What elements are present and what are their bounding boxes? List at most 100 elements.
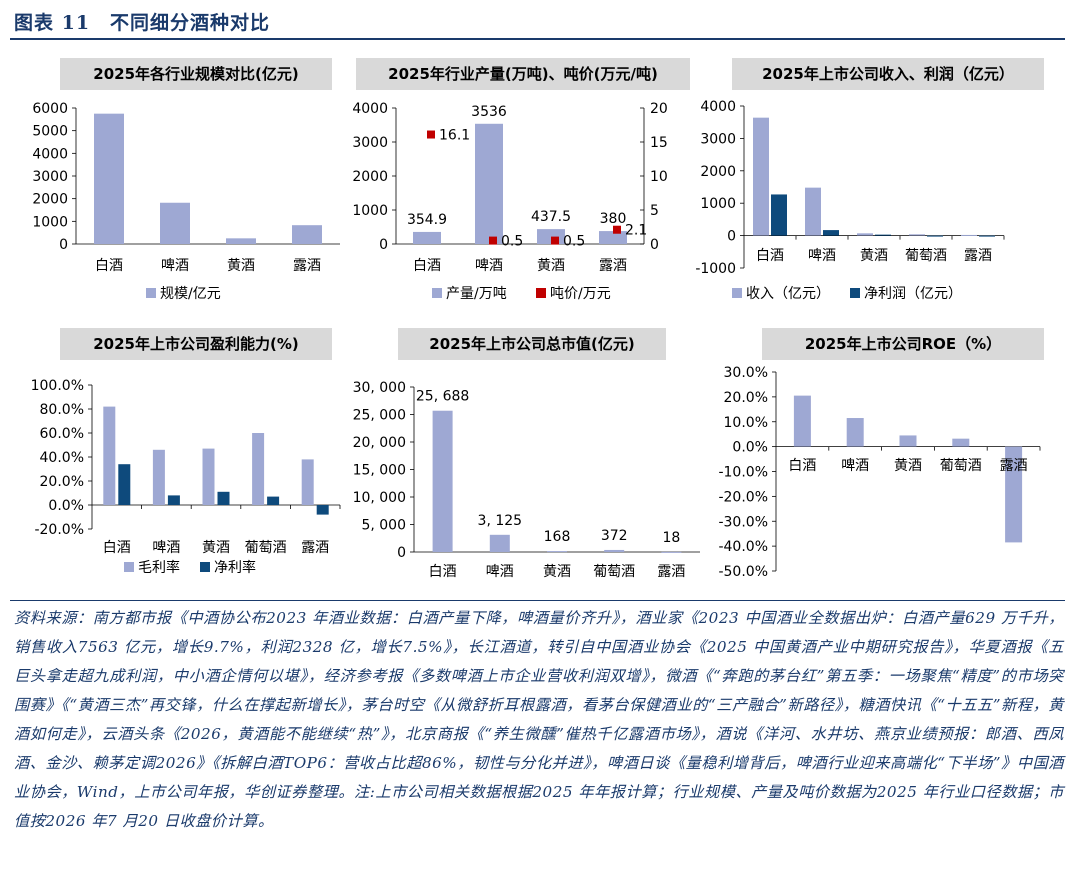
y-tick-label: 0	[397, 545, 406, 561]
bar-profit-3	[927, 235, 943, 237]
bar-roe-3	[952, 438, 970, 447]
marker-price-0	[427, 130, 435, 139]
figure-title: 图表 11 不同细分酒种对比	[14, 12, 271, 34]
bar-roe-1	[846, 418, 864, 447]
data-label-price: 0.5	[501, 234, 523, 250]
x-tick-label: 露酒	[293, 258, 321, 274]
y-tick-label: 10	[650, 169, 668, 185]
bar-net-margin-3	[267, 496, 280, 505]
x-tick-label: 白酒	[413, 258, 441, 274]
y-tick-label: 10.0%	[724, 415, 768, 431]
marker-price-2	[551, 236, 559, 245]
y-tick-label: -40.0%	[718, 539, 768, 555]
legend-swatch	[146, 288, 156, 298]
y-tick-label: 2000	[700, 164, 736, 180]
marker-price-3	[613, 225, 621, 234]
y-tick-label: 0	[379, 237, 388, 253]
y-tick-label: 0	[650, 237, 659, 253]
bar-scale-2	[226, 238, 256, 244]
x-tick-label: 白酒	[788, 458, 816, 474]
x-tick-label: 白酒	[756, 248, 784, 264]
y-tick-label: -10.0%	[718, 465, 768, 481]
x-tick-label: 葡萄酒	[905, 248, 947, 264]
y-tick-label: 3000	[700, 131, 736, 147]
x-tick-label: 露酒	[657, 564, 685, 580]
legend-label: 产量/万吨	[446, 286, 507, 302]
x-tick-label: 啤酒	[808, 248, 836, 264]
y-tick-label: 20	[650, 101, 668, 117]
bar-profit-4	[979, 235, 995, 237]
bar-roe-0	[793, 395, 811, 447]
y-tick-label: 1000	[700, 196, 736, 212]
x-tick-label: 白酒	[95, 258, 123, 274]
legend-swatch	[850, 288, 860, 298]
y-tick-label: 0	[727, 229, 736, 245]
bar-scale-0	[94, 113, 124, 245]
y-tick-label: 30.0%	[724, 365, 768, 381]
bar-market-cap-0	[432, 410, 453, 552]
legend-swatch	[124, 562, 134, 572]
y-tick-label: 30, 000	[353, 380, 406, 396]
x-tick-label: 露酒	[599, 258, 627, 274]
data-label-price: 2.1	[625, 223, 647, 239]
x-tick-label: 啤酒	[152, 540, 180, 556]
y-tick-label: 40.0%	[40, 450, 84, 466]
bar-market-cap-3	[604, 549, 625, 552]
x-tick-label: 啤酒	[841, 458, 869, 474]
bar-market-cap-1	[489, 534, 510, 552]
y-tick-label: -20.0%	[718, 489, 768, 505]
y-tick-label: 15, 000	[353, 463, 406, 479]
y-tick-label: 0.0%	[732, 440, 768, 456]
bar-output-3	[599, 231, 627, 244]
bar-profit-2	[875, 234, 891, 236]
y-tick-label: 0	[59, 237, 68, 253]
legend-swatch	[732, 288, 742, 298]
bar-net-margin-4	[316, 505, 329, 515]
y-tick-label: 1000	[352, 203, 388, 219]
y-tick-label: 4000	[32, 146, 68, 162]
x-tick-label: 露酒	[964, 248, 992, 264]
bar-output-0	[413, 231, 441, 244]
chart-title-profitability: 2025年上市公司盈利能力(%)	[60, 328, 332, 360]
y-tick-label: 4000	[352, 101, 388, 117]
bar-revenue-0	[753, 117, 769, 236]
chart-title-industry-scale: 2025年各行业规模对比(亿元)	[60, 58, 332, 90]
data-label-output: 354.9	[407, 212, 447, 228]
x-tick-label: 露酒	[1000, 458, 1028, 474]
bar-scale-3	[292, 225, 322, 244]
bar-profit-1	[823, 230, 839, 236]
data-label-market-cap: 372	[601, 528, 628, 544]
x-tick-label: 啤酒	[486, 564, 514, 580]
data-label-price: 0.5	[563, 234, 585, 250]
y-tick-label: 20.0%	[40, 474, 84, 490]
chart-title-revenue-profit: 2025年上市公司收入、利润（亿元）	[732, 58, 1044, 90]
y-tick-label: 10, 000	[353, 490, 406, 506]
data-label-output: 437.5	[531, 209, 571, 225]
y-tick-label: 3000	[352, 135, 388, 151]
y-tick-label: 6000	[32, 101, 68, 117]
bar-revenue-3	[909, 234, 925, 236]
y-tick-label: 60.0%	[40, 426, 84, 442]
data-label-market-cap: 25, 688	[416, 389, 469, 405]
chart-title-market-cap: 2025年上市公司总市值(亿元)	[398, 328, 666, 360]
bar-revenue-1	[805, 187, 821, 236]
legend-swatch	[536, 288, 546, 298]
y-tick-label: 15	[650, 135, 668, 151]
chart-title-output-price: 2025年行业产量(万吨)、吨价(万元/吨)	[356, 58, 690, 90]
bar-market-cap-4	[661, 551, 682, 553]
bar-revenue-4	[961, 234, 977, 236]
x-tick-label: 啤酒	[475, 258, 503, 274]
x-tick-label: 葡萄酒	[245, 540, 287, 556]
y-tick-label: 2000	[32, 192, 68, 208]
x-tick-label: 啤酒	[161, 258, 189, 274]
y-tick-label: 0.0%	[48, 498, 84, 514]
x-tick-label: 白酒	[103, 540, 131, 556]
legend-label: 吨价/万元	[550, 286, 611, 302]
x-tick-label: 葡萄酒	[593, 564, 635, 580]
bar-roe-2	[899, 435, 917, 447]
y-tick-label: -30.0%	[718, 514, 768, 530]
data-label-output: 380	[600, 211, 627, 227]
source-note: 资料来源：南方都市报《中酒协公布2023 年酒业数据：白酒产量下降，啤酒量价齐升…	[14, 609, 1064, 830]
y-tick-label: 1000	[32, 214, 68, 230]
bar-net-margin-0	[118, 464, 131, 505]
